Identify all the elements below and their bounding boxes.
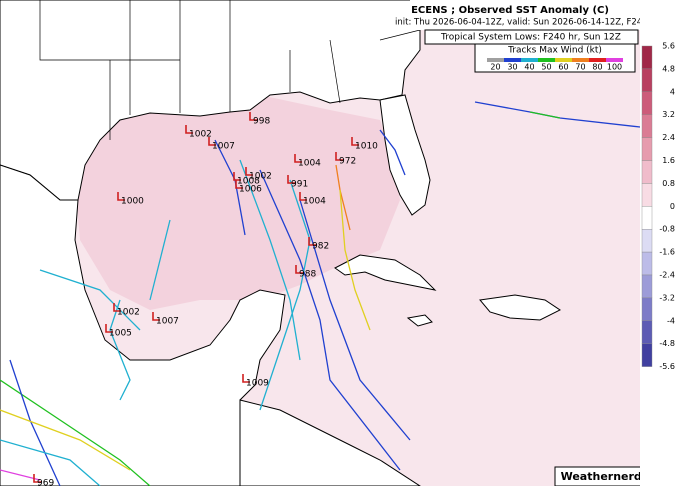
low-marker — [208, 137, 216, 146]
info: init: Thu 2026-06-04-12Z, valid: Sun 202… — [395, 18, 660, 28]
low-label: 1006 — [239, 185, 262, 195]
low-label: 1002 — [117, 308, 140, 318]
low-marker — [235, 180, 243, 189]
low-marker — [287, 175, 295, 184]
colorbar-tick: 4.8 — [662, 64, 675, 73]
colorbar-cell — [641, 228, 653, 253]
colorbar-tick: -1.6 — [659, 248, 675, 257]
legend-label: 20 — [490, 63, 500, 72]
colorbar-cell — [641, 114, 653, 138]
colorbar-cell — [641, 45, 653, 70]
colorbar-cell — [641, 183, 653, 207]
colorbar-tick: -5.6 — [659, 362, 675, 371]
low-label: 1004 — [303, 197, 326, 207]
central-america — [239, 399, 421, 486]
low-marker — [185, 125, 193, 134]
low-marker — [242, 374, 250, 383]
low-marker — [245, 167, 253, 176]
low-label: 1002 — [189, 130, 212, 140]
low-label: 1004 — [298, 159, 321, 169]
header-box — [410, 0, 640, 30]
low-label: 969 — [37, 479, 54, 486]
low-marker — [295, 265, 303, 274]
low-marker — [33, 474, 41, 483]
colorbar-cell — [641, 68, 653, 93]
track-legend-title: Tracks Max Wind (kt) — [507, 46, 602, 56]
low-marker — [308, 237, 316, 246]
colorbar-tick: -0.8 — [659, 225, 675, 234]
low-label: 1010 — [355, 142, 378, 152]
colorbar-cell — [641, 160, 653, 184]
colorbar-cell — [641, 343, 653, 367]
low-label: 972 — [339, 157, 356, 167]
legend-label: 60 — [558, 63, 568, 72]
subtitle: Tropical System Lows: F240 hr, Sun 12Z — [440, 33, 621, 43]
colorbar-tick: -2.4 — [659, 271, 675, 280]
colorbar-cell — [641, 137, 653, 161]
colorbar-tick: 0 — [670, 202, 675, 211]
colorbar-tick: 4 — [670, 87, 675, 96]
low-label: 988 — [299, 270, 316, 280]
legend-label: 80 — [592, 63, 602, 72]
title: ECENS ; Observed SST Anomaly (C) — [411, 5, 609, 16]
florida — [379, 94, 431, 216]
low-marker — [351, 137, 359, 146]
low-marker — [117, 192, 125, 201]
colorbar-tick: 2.4 — [662, 133, 675, 142]
legend-label: 40 — [524, 63, 534, 72]
low-label: 1005 — [109, 329, 132, 339]
legend-label: 30 — [507, 63, 517, 72]
colorbar-cell — [641, 274, 653, 299]
colorbar-tick: 1.6 — [662, 156, 675, 165]
low-marker — [249, 112, 257, 121]
low-marker — [113, 303, 121, 312]
colorbar-cell — [641, 297, 653, 321]
low-label: 998 — [253, 117, 270, 127]
low-label: 1002 — [249, 172, 272, 182]
legend-label: 100 — [607, 63, 622, 72]
legend-label: 50 — [541, 63, 551, 72]
low-label: 1007 — [156, 317, 179, 327]
colorbar-tick: 5.6 — [662, 42, 675, 51]
low-marker — [294, 154, 302, 163]
colorbar-tick: 0.8 — [662, 179, 675, 188]
cuba — [334, 254, 437, 291]
low-marker — [152, 312, 160, 321]
legend-label: 70 — [575, 63, 585, 72]
colorbar-tick: -3.2 — [659, 293, 675, 302]
state-lines — [39, 0, 421, 140]
colorbar-cell — [641, 91, 653, 115]
gulf-shading — [75, 95, 400, 310]
low-label: 1000 — [121, 197, 144, 207]
low-label: 1007 — [212, 142, 235, 152]
tracks — [0, 101, 641, 486]
colorbar-cell — [641, 206, 653, 230]
low-label: 1008 — [237, 177, 260, 187]
hispaniola — [479, 294, 561, 321]
low-label: 991 — [291, 180, 308, 190]
jamaica — [406, 314, 433, 327]
low-marker — [335, 152, 343, 161]
low-label: 982 — [312, 242, 329, 252]
low-marker — [299, 192, 307, 201]
low-marker — [233, 172, 241, 181]
colorbar-tick: -4 — [667, 316, 675, 325]
low-label: 1009 — [246, 379, 269, 389]
low-marker — [105, 324, 113, 333]
colorbar-cell — [641, 251, 653, 276]
colorbar-tick: 3.2 — [662, 110, 675, 119]
colorbar-tick: -4.8 — [659, 339, 675, 348]
colorbar-cell — [641, 320, 653, 344]
